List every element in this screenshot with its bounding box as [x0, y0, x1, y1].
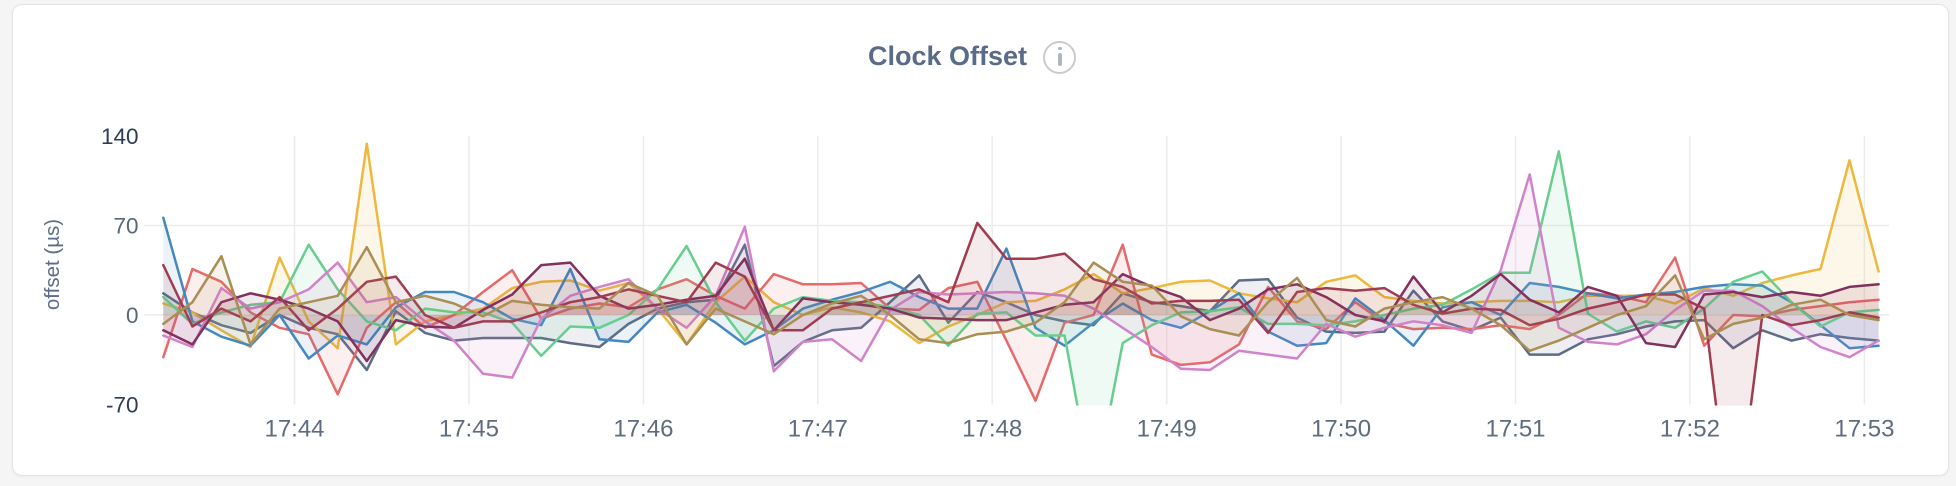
svg-text:17:45: 17:45 — [439, 416, 499, 443]
svg-text:17:53: 17:53 — [1834, 416, 1894, 443]
svg-text:140: 140 — [101, 124, 139, 149]
svg-text:17:47: 17:47 — [788, 416, 848, 443]
svg-text:-70: -70 — [106, 393, 139, 418]
svg-text:70: 70 — [113, 214, 138, 239]
svg-text:17:46: 17:46 — [613, 416, 673, 443]
svg-text:17:48: 17:48 — [962, 416, 1022, 443]
svg-text:17:52: 17:52 — [1660, 416, 1720, 443]
svg-text:offset (µs): offset (µs) — [41, 219, 64, 310]
svg-text:17:51: 17:51 — [1485, 416, 1545, 443]
svg-text:17:50: 17:50 — [1311, 416, 1371, 443]
svg-text:17:49: 17:49 — [1137, 416, 1197, 443]
svg-text:17:44: 17:44 — [264, 416, 324, 443]
svg-text:0: 0 — [126, 303, 139, 328]
